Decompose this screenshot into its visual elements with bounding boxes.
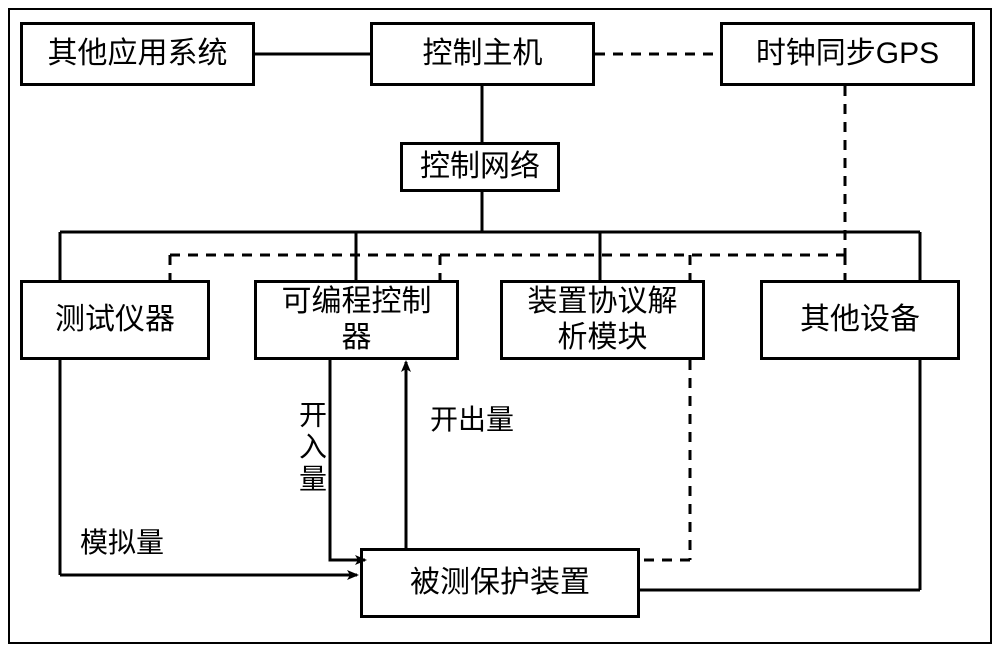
label-open-out: 开出量 <box>430 405 514 436</box>
box-gps-clock: 时钟同步GPS <box>720 22 975 86</box>
label-analog: 模拟量 <box>80 528 164 559</box>
box-label: 控制主机 <box>423 36 543 72</box>
box-label: 控制网络 <box>420 149 540 185</box>
box-control-host: 控制主机 <box>370 22 595 86</box>
box-label: 被测保护装置 <box>410 565 590 601</box>
box-other-app-system: 其他应用系统 <box>20 22 255 86</box>
box-label: 其他应用系统 <box>48 36 228 72</box>
label-text: 开出量 <box>430 404 514 435</box>
box-label: 时钟同步GPS <box>756 36 939 72</box>
box-protocol-parser: 装置协议解析模块 <box>500 280 705 360</box>
box-tester: 测试仪器 <box>20 280 210 360</box>
box-label: 装置协议解析模块 <box>528 284 678 356</box>
box-label: 可编程控制器 <box>282 284 432 356</box>
box-label: 测试仪器 <box>55 302 175 338</box>
box-control-network: 控制网络 <box>400 142 560 192</box>
label-text: 开入量 <box>296 400 327 496</box>
box-plc: 可编程控制器 <box>254 280 459 360</box>
label-text: 模拟量 <box>80 527 164 558</box>
box-device-under-test: 被测保护装置 <box>360 548 640 618</box>
box-other-device: 其他设备 <box>760 280 960 360</box>
box-label: 其他设备 <box>800 302 920 338</box>
label-open-in: 开入量 <box>296 400 326 496</box>
